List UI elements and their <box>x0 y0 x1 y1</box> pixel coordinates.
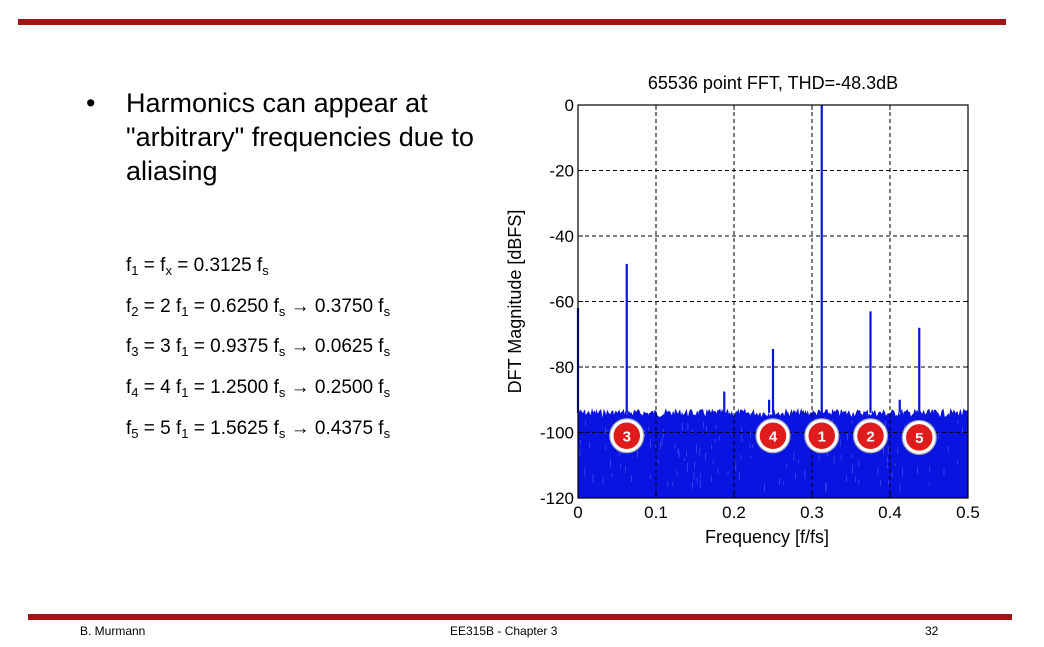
equation-subscript: 5 <box>131 426 139 441</box>
equation-subscript: 2 <box>131 304 139 319</box>
y-tick-label: 0 <box>565 96 574 115</box>
equation-text: = 3 f <box>138 336 182 357</box>
equation-subscript: s <box>278 344 286 359</box>
footer-author: B. Murmann <box>80 624 146 638</box>
y-tick-label: -120 <box>540 489 574 508</box>
marker-label: 4 <box>769 428 778 445</box>
marker-label: 3 <box>623 428 631 445</box>
x-tick-label: 0.1 <box>644 503 668 522</box>
equation-text: f <box>126 255 132 276</box>
equation-text: = 5 f <box>138 418 182 439</box>
equation-subscript: s <box>262 263 269 278</box>
equation-text: → 0.2500 f <box>285 377 384 398</box>
equation-subscript: 1 <box>181 304 189 319</box>
y-tick-label: -80 <box>549 358 574 377</box>
equation-subscript: 4 <box>131 385 139 400</box>
equation-line: f1 = fx = 0.3125 fs <box>126 255 269 277</box>
harmonic-marker: 3 <box>609 418 645 454</box>
equation-text: → 0.3750 f <box>285 296 384 317</box>
marker-label: 2 <box>866 428 874 445</box>
y-tick-label: -60 <box>549 293 574 312</box>
marker-label: 5 <box>915 430 923 447</box>
equation-line: f3 = 3 f1 = 0.9375 fs → 0.0625 fs <box>126 336 390 358</box>
top-rule <box>18 19 1006 25</box>
marker-circle <box>758 421 788 451</box>
equation-text: f <box>126 418 132 439</box>
bullet-text: Harmonics can appear at "arbitrary" freq… <box>126 88 474 186</box>
equation-subscript: s <box>383 344 391 359</box>
x-axis-label: Frequency [f/fs] <box>705 527 829 547</box>
harmonic-marker: 1 <box>804 418 840 454</box>
equation-subscript: s <box>383 426 391 441</box>
x-tick-label: 0 <box>573 503 582 522</box>
equation-subscript: 1 <box>181 344 189 359</box>
equation-subscript: 3 <box>131 344 139 359</box>
bullet-marker: • <box>86 88 96 118</box>
harmonic-marker: 2 <box>852 418 889 454</box>
x-tick-label: 0.4 <box>878 503 902 522</box>
equation-subscript: 1 <box>181 426 189 441</box>
y-axis-label: DFT Magnitude [dBFS] <box>505 210 525 394</box>
equation-text: f <box>126 377 132 398</box>
equation-text: f <box>126 336 132 357</box>
equation-subscript: 1 <box>131 263 139 278</box>
marker-circle <box>807 421 837 451</box>
harmonic-marker: 5 <box>901 419 937 456</box>
equation-text: f <box>126 296 132 317</box>
y-tick-label: -100 <box>540 424 574 443</box>
equation-text: = 4 f <box>138 377 182 398</box>
equation-line: f4 = 4 f1 = 1.2500 fs → 0.2500 fs <box>126 377 390 399</box>
equation-subscript: s <box>383 385 391 400</box>
harmonic-marker: 4 <box>755 418 791 454</box>
equation-subscript: x <box>165 263 172 278</box>
chart-title: 65536 point FFT, THD=-48.3dB <box>648 73 898 93</box>
x-tick-label: 0.2 <box>722 503 746 522</box>
equation-line: f5 = 5 f1 = 1.5625 fs → 0.4375 fs <box>126 418 390 440</box>
marker-label: 1 <box>818 428 826 445</box>
equation-text: = 1.2500 f <box>188 377 279 398</box>
bottom-rule <box>28 614 1012 620</box>
equation-text: = 0.3125 f <box>171 255 263 276</box>
equation-text: = 2 f <box>138 296 182 317</box>
footer-page-number: 32 <box>925 624 939 638</box>
footer-course: EE315B - Chapter 3 <box>450 624 558 638</box>
y-tick-label: -20 <box>549 162 574 181</box>
marker-circle <box>904 422 934 453</box>
equation-subscript: 1 <box>181 385 189 400</box>
equation-subscript: s <box>278 385 286 400</box>
equation-text: = 0.6250 f <box>188 296 279 317</box>
equation-text: = f <box>138 255 166 276</box>
equation-line: f2 = 2 f1 = 0.6250 fs → 0.3750 fs <box>126 296 390 318</box>
equation-text: → 0.0625 f <box>285 336 384 357</box>
marker-circle <box>612 421 642 451</box>
y-tick-label: -40 <box>549 227 574 246</box>
equation-subscript: s <box>278 426 286 441</box>
equation-subscript: s <box>383 304 391 319</box>
equation-text: = 0.9375 f <box>188 336 279 357</box>
equation-text: = 1.5625 f <box>188 418 279 439</box>
x-tick-label: 0.5 <box>956 503 980 522</box>
equation-text: → 0.4375 f <box>285 418 384 439</box>
x-tick-label: 0.3 <box>800 503 824 522</box>
equation-subscript: s <box>278 304 286 319</box>
marker-circle <box>855 421 886 451</box>
